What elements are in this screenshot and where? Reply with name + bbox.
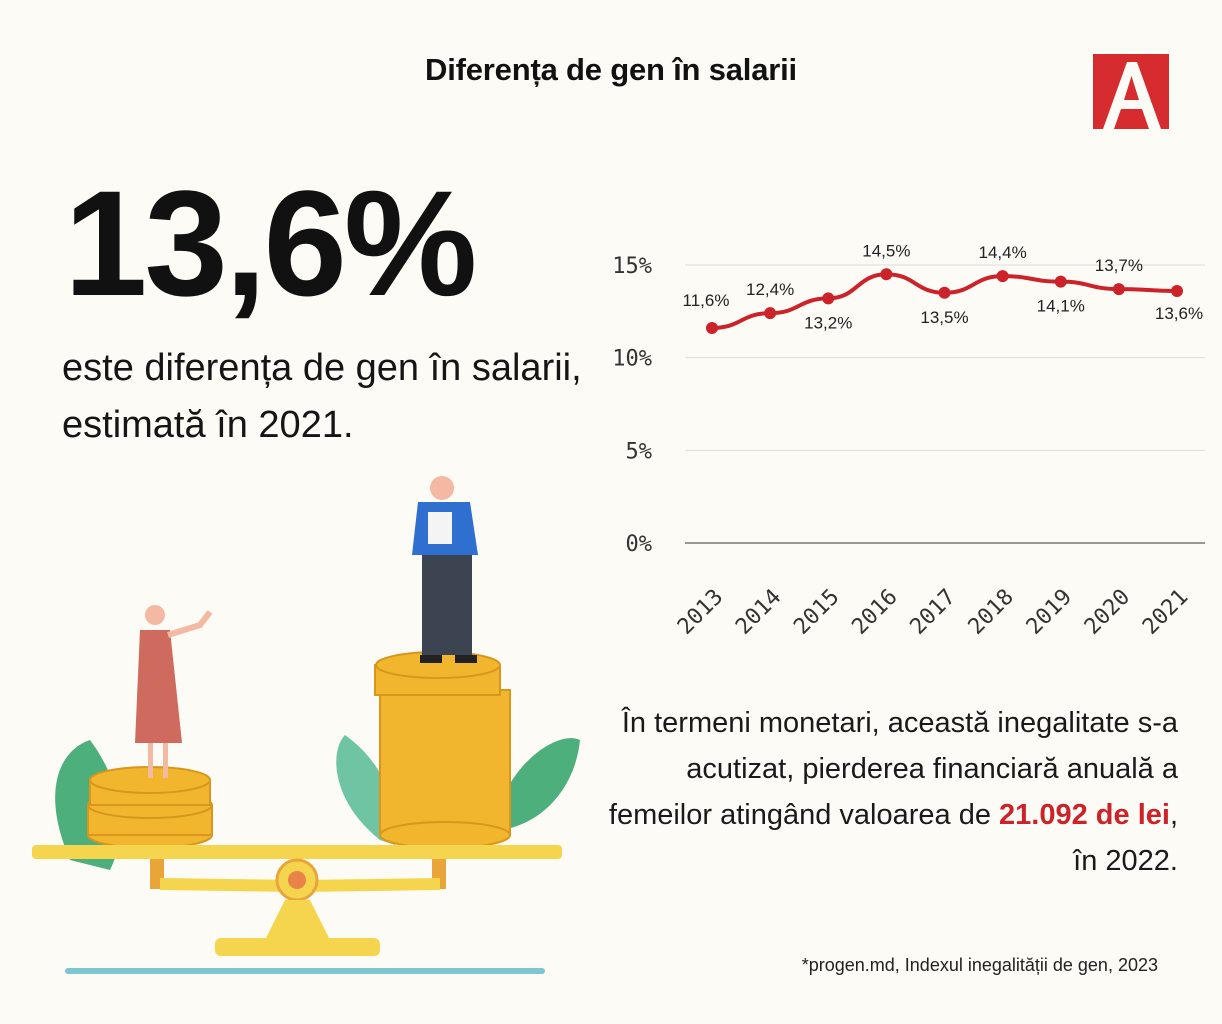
x-tick-label: 2017 [906,585,961,640]
y-tick-label: 10% [612,347,652,372]
y-tick-label: 5% [626,439,653,464]
data-point [822,292,835,305]
x-tick-label: 2019 [1022,585,1077,640]
data-label: 11,6% [683,291,730,310]
data-point [996,270,1009,283]
description-before: În termeni monetari, această inegalitate… [608,707,1178,831]
data-label: 14,4% [979,243,1027,262]
data-point [706,322,718,335]
description-after: , în 2022. [1073,799,1178,877]
headline-text: este diferența de gen în salarii, estima… [62,347,582,446]
data-label: 14,1% [1037,297,1085,316]
x-tick-label: 2018 [964,585,1019,640]
data-point [938,286,951,299]
data-point [1171,284,1183,297]
x-tick-label: 2014 [731,585,786,640]
data-point [764,307,777,320]
page-title: Diferența de gen în salarii [425,52,797,87]
data-label: 13,6% [1155,304,1203,323]
data-point [1112,283,1125,296]
x-tick-label: 2013 [673,585,728,640]
data-label: 14,5% [862,241,910,260]
data-label: 13,5% [920,308,968,327]
x-tick-label: 2016 [847,585,902,640]
data-label: 12,4% [746,280,794,299]
data-point [880,268,893,281]
line-chart: 0%5%10%15%2013 2014 2015 2016 2017 2018 2019 20… [612,241,1205,640]
source-note: *progen.md, Indexul inegalității de gen,… [801,955,1158,975]
x-tick-label: 2020 [1080,585,1135,640]
data-point [1054,275,1067,288]
y-tick-label: 15% [612,254,652,279]
publisher-logo [1093,54,1169,129]
x-tick-label: 2021 [1138,585,1193,640]
scale-illustration [32,476,580,974]
data-label: 13,7% [1095,256,1143,275]
data-label: 13,2% [804,313,852,332]
y-tick-label: 0% [626,532,653,557]
x-tick-label: 2015 [789,585,844,640]
description-text: În termeni monetari, această inegalitate… [578,700,1178,884]
headline-value: 13,6% [64,159,477,327]
description-highlight: 21.092 de lei [999,799,1170,831]
